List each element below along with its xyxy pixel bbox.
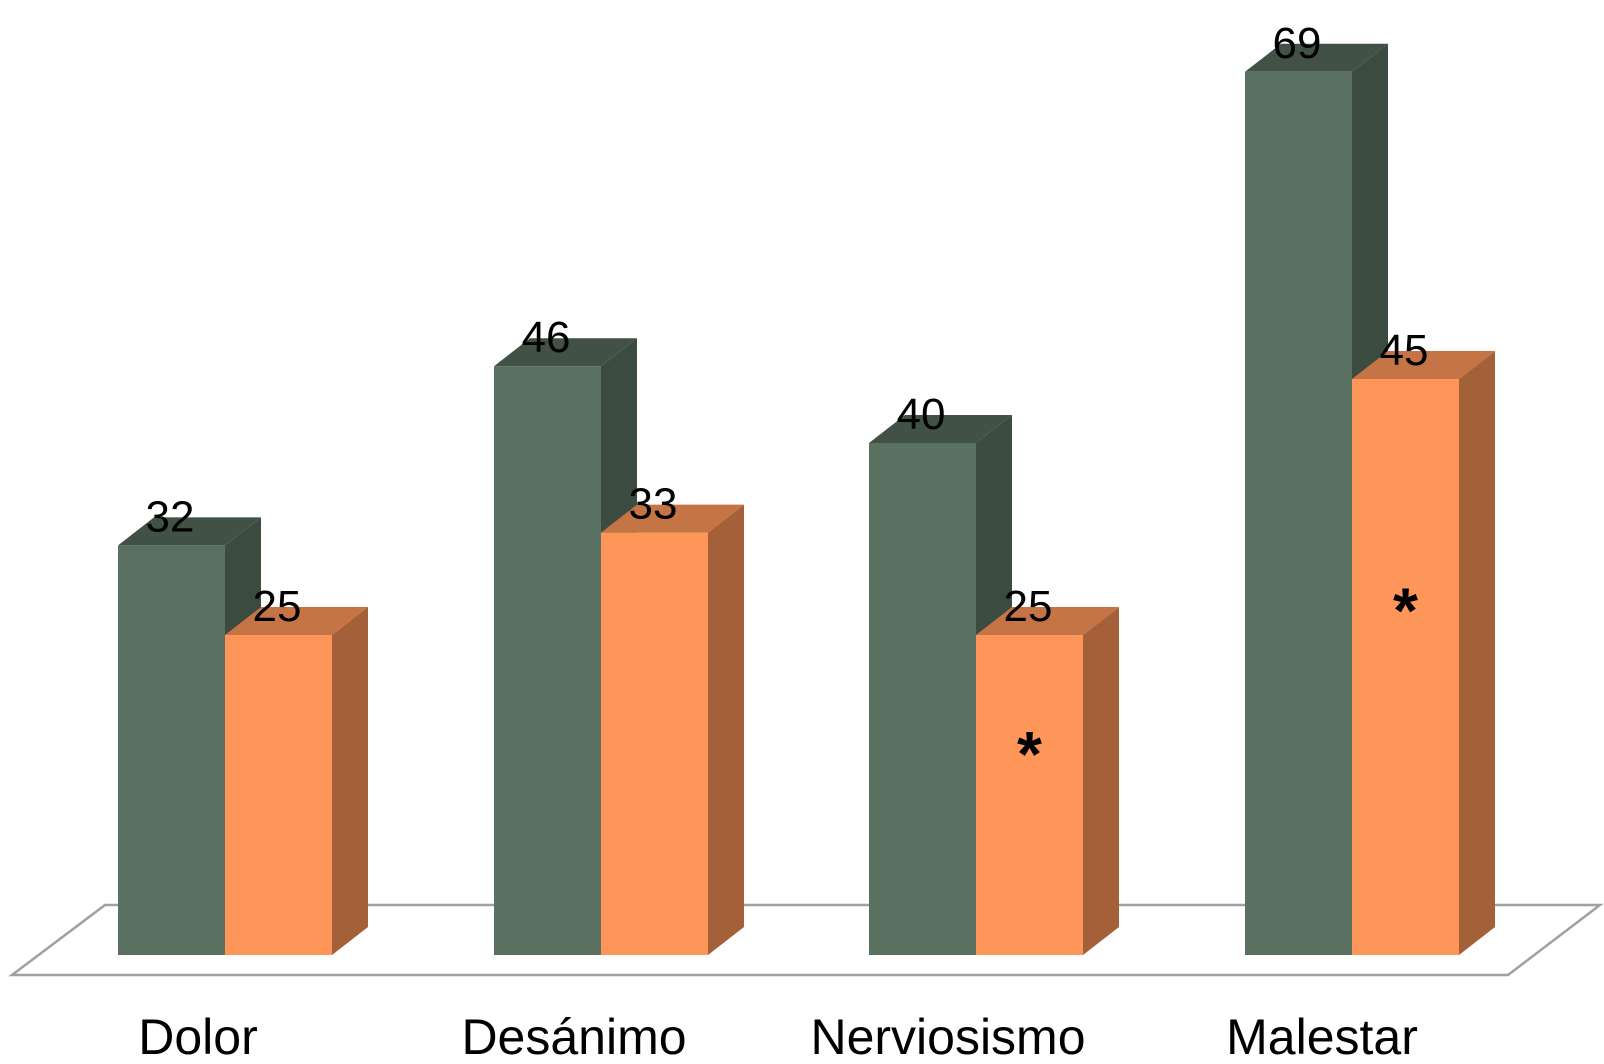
bar-group-2 [869,415,1119,955]
data-label-s1-c3: 45 [1380,326,1429,375]
data-label-s0-c3: 69 [1273,19,1322,68]
bar-front [869,443,976,955]
bar-side [1459,351,1495,955]
bar-group-0 [118,517,368,955]
data-label-s1-c2: 25 [1004,582,1053,631]
bar-group-3 [1245,43,1495,956]
bar-s1-c1 [601,504,744,955]
bar-top [1245,43,1388,72]
bar-side [332,607,368,955]
bar-side [1083,607,1119,955]
category-label-2: Nerviosismo [810,1009,1085,1064]
bar-front [225,635,332,955]
bar-s1-c2 [976,607,1119,955]
bar-front [1352,379,1459,955]
bars-layer [118,43,1495,956]
category-label-1: Desánimo [461,1009,686,1064]
labels-layer: 32 25 Dolor 46 33 Desánimo 40 25 * Nerviosismo 69 4… [138,19,1428,1064]
significance-marker-c2: * [1017,718,1042,790]
bar-front [1245,71,1352,956]
bar-top [118,517,261,546]
bar-group-1 [494,338,744,955]
chart-floor [8,903,1604,977]
significance-marker-c3: * [1393,574,1418,646]
bar-top [869,415,1012,443]
bar-front [494,366,601,955]
data-label-s1-c0: 25 [253,582,302,631]
bar-top [601,504,744,533]
data-label-s1-c1: 33 [629,480,678,529]
data-label-s0-c2: 40 [897,390,946,439]
bar-s1-c3 [1352,351,1495,955]
bar-s1-c0 [225,607,368,955]
bar-top [1352,351,1495,379]
bar-front [118,545,225,955]
bar-front [601,532,708,955]
data-label-s0-c1: 46 [522,313,571,362]
category-label-0: Dolor [138,1009,257,1064]
bar-side [708,504,744,955]
bar-top [976,607,1119,635]
data-label-s0-c0: 32 [146,492,195,541]
bar-top [225,607,368,635]
category-label-3: Malestar [1226,1009,1418,1064]
bar-front [976,635,1083,955]
bar-top [494,338,637,367]
